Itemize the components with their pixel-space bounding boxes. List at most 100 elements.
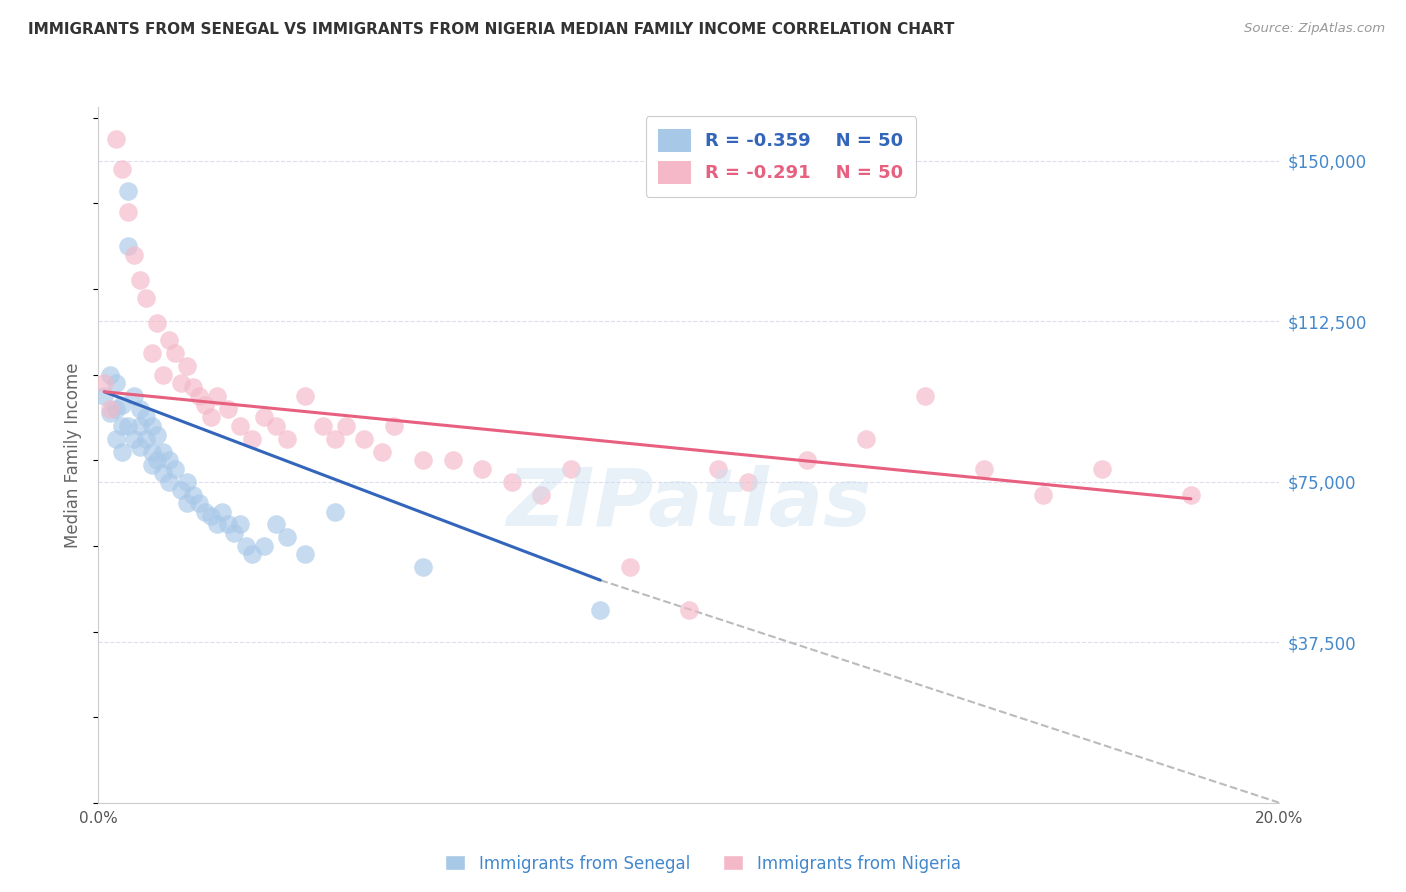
Point <box>224 526 246 541</box>
Point <box>105 401 128 416</box>
Point <box>335 419 357 434</box>
Point <box>176 496 198 510</box>
Text: IMMIGRANTS FROM SENEGAL VS IMMIGRANTS FROM NIGERIA MEDIAN FAMILY INCOME CORRELAT: IMMIGRANTS FROM SENEGAL VS IMMIGRANTS FR… <box>28 22 955 37</box>
Point <box>200 410 222 425</box>
Point <box>737 475 759 489</box>
Point <box>707 462 730 476</box>
Point <box>264 419 287 434</box>
Point <box>294 389 316 403</box>
Point <box>117 419 139 434</box>
Point <box>181 487 204 501</box>
Point <box>105 376 128 391</box>
Point <box>187 389 209 403</box>
Point <box>240 432 263 446</box>
Point <box>914 389 936 403</box>
Point <box>678 603 700 617</box>
Point <box>165 462 187 476</box>
Point <box>1180 487 1202 501</box>
Point <box>111 444 134 458</box>
Point <box>122 389 145 403</box>
Point <box>560 462 582 476</box>
Point <box>157 334 180 348</box>
Point <box>117 239 139 253</box>
Point <box>135 291 157 305</box>
Point <box>253 410 276 425</box>
Point <box>128 441 150 455</box>
Point <box>229 517 252 532</box>
Point <box>117 184 139 198</box>
Point <box>1032 487 1054 501</box>
Point <box>141 444 163 458</box>
Point <box>619 560 641 574</box>
Point <box>152 444 174 458</box>
Point <box>264 517 287 532</box>
Point <box>176 359 198 373</box>
Point <box>412 560 434 574</box>
Point <box>312 419 335 434</box>
Point <box>98 368 121 382</box>
Legend: Immigrants from Senegal, Immigrants from Nigeria: Immigrants from Senegal, Immigrants from… <box>439 848 967 880</box>
Point <box>235 539 257 553</box>
Point <box>146 427 169 442</box>
Point <box>276 432 298 446</box>
Point <box>93 376 115 391</box>
Point <box>323 432 346 446</box>
Point <box>128 401 150 416</box>
Point <box>135 432 157 446</box>
Point <box>98 401 121 416</box>
Point <box>240 548 263 562</box>
Y-axis label: Median Family Income: Median Family Income <box>65 362 83 548</box>
Point <box>152 466 174 480</box>
Point <box>93 389 115 403</box>
Point <box>105 132 128 146</box>
Point <box>253 539 276 553</box>
Point <box>141 458 163 472</box>
Point <box>105 432 128 446</box>
Point <box>141 346 163 360</box>
Point <box>323 505 346 519</box>
Point <box>176 475 198 489</box>
Point <box>205 517 228 532</box>
Point <box>157 453 180 467</box>
Point <box>141 419 163 434</box>
Point <box>371 444 394 458</box>
Point <box>855 432 877 446</box>
Point <box>111 419 134 434</box>
Point <box>276 530 298 544</box>
Point <box>217 401 239 416</box>
Text: ZIPatlas: ZIPatlas <box>506 465 872 542</box>
Point <box>471 462 494 476</box>
Point <box>165 346 187 360</box>
Point <box>530 487 553 501</box>
Point <box>211 505 233 519</box>
Point <box>412 453 434 467</box>
Point <box>157 475 180 489</box>
Point <box>200 508 222 523</box>
Point <box>117 205 139 219</box>
Point <box>122 248 145 262</box>
Point <box>1091 462 1114 476</box>
Point <box>152 368 174 382</box>
Point <box>181 380 204 394</box>
Point <box>128 273 150 287</box>
Point <box>194 398 217 412</box>
Point <box>217 517 239 532</box>
Legend: R = -0.359    N = 50, R = -0.291    N = 50: R = -0.359 N = 50, R = -0.291 N = 50 <box>645 116 917 197</box>
Point <box>187 496 209 510</box>
Point <box>589 603 612 617</box>
Point <box>194 505 217 519</box>
Point <box>128 419 150 434</box>
Point <box>796 453 818 467</box>
Point <box>122 432 145 446</box>
Point <box>205 389 228 403</box>
Point <box>146 316 169 330</box>
Point <box>146 453 169 467</box>
Point <box>382 419 405 434</box>
Point <box>170 483 193 498</box>
Point <box>973 462 995 476</box>
Point <box>441 453 464 467</box>
Point <box>294 548 316 562</box>
Text: Source: ZipAtlas.com: Source: ZipAtlas.com <box>1244 22 1385 36</box>
Point <box>98 406 121 420</box>
Point <box>229 419 252 434</box>
